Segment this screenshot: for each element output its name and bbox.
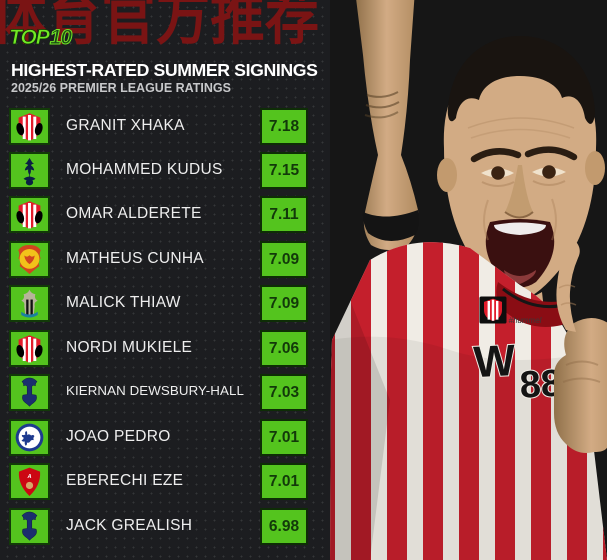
svg-text:W: W	[473, 336, 518, 387]
svg-text:#hummel: #hummel	[509, 316, 542, 325]
svg-text:A: A	[26, 474, 31, 480]
